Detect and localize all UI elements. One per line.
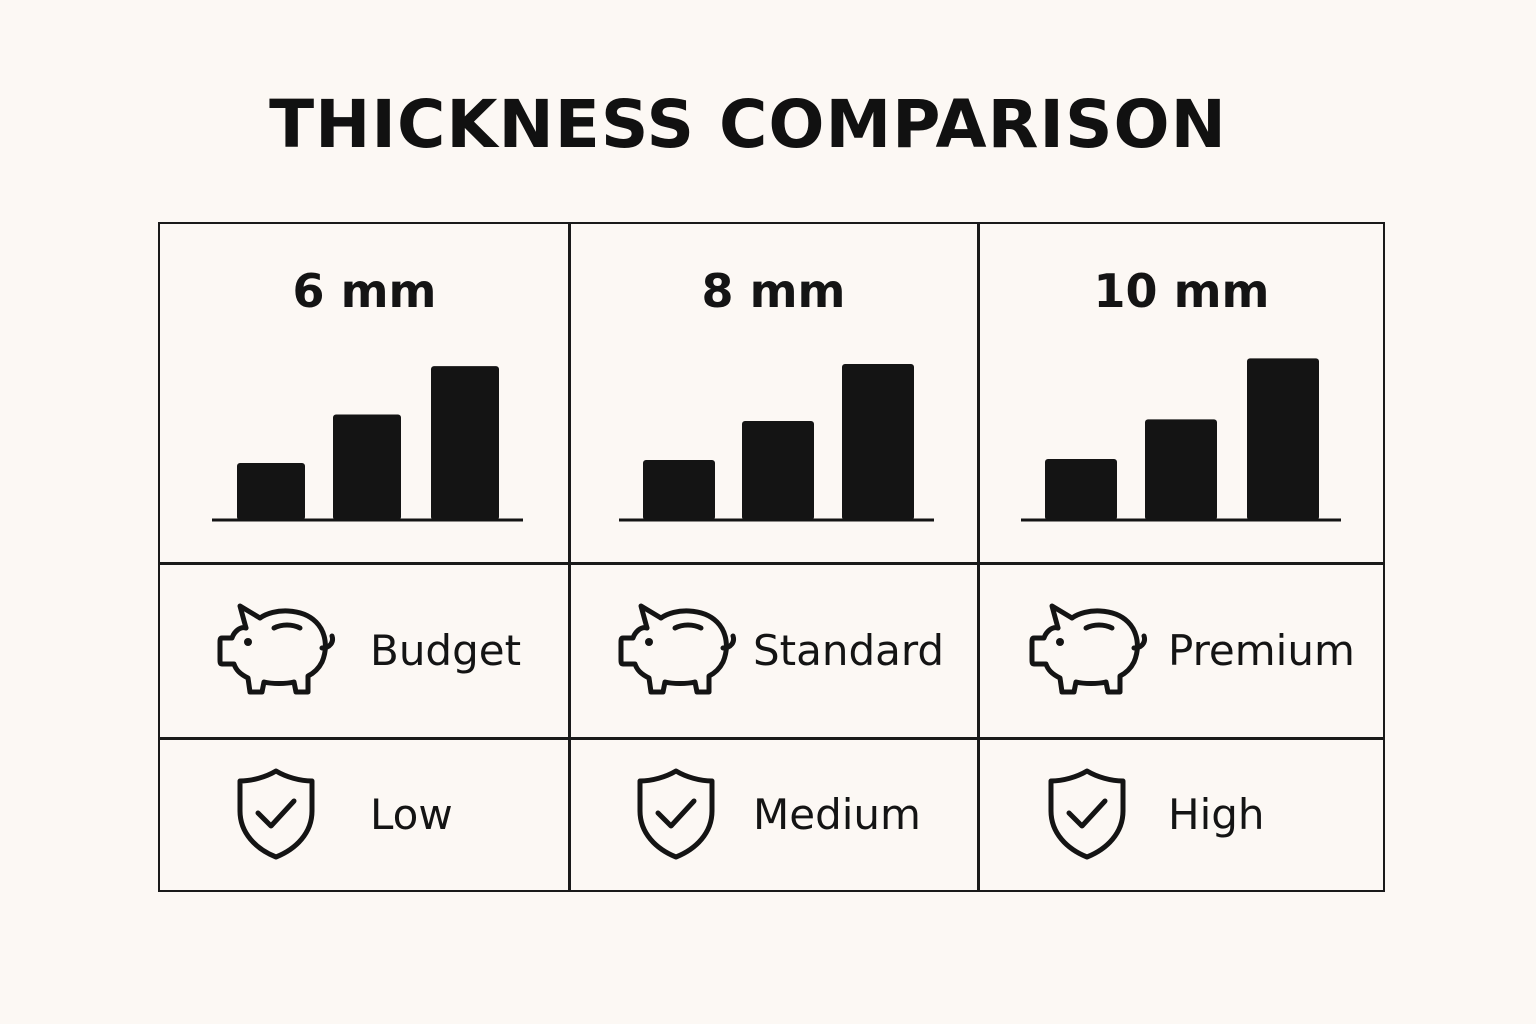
thickness-cell-10mm: 10 mm xyxy=(979,224,1384,562)
column-divider xyxy=(568,224,571,890)
piggy-bank-icon xyxy=(1028,598,1152,700)
column-divider xyxy=(977,224,980,890)
thickness-bars-chart xyxy=(1021,358,1341,522)
thickness-bar xyxy=(1145,419,1217,520)
thickness-bar xyxy=(1045,459,1117,520)
protection-cell-low: Low xyxy=(160,739,569,894)
piggy-bank-icon xyxy=(617,598,741,700)
thickness-bar xyxy=(742,421,814,520)
price-tier-label: Premium xyxy=(1168,626,1355,675)
thickness-bar xyxy=(237,463,305,520)
protection-cell-high: High xyxy=(979,739,1384,894)
price-cell-standard: Standard xyxy=(570,564,977,737)
thickness-label: 8 mm xyxy=(701,264,846,318)
shield-check-icon xyxy=(636,767,716,861)
protection-label: High xyxy=(1168,790,1265,839)
price-tier-label: Standard xyxy=(753,626,945,675)
thickness-bar xyxy=(842,364,914,520)
thickness-bar xyxy=(643,460,715,520)
protection-label: Medium xyxy=(753,790,921,839)
shield-check-icon xyxy=(1047,767,1127,861)
thickness-bars-chart xyxy=(212,366,523,522)
thickness-bars-chart xyxy=(619,364,934,522)
protection-label: Low xyxy=(370,790,453,839)
piggy-bank-icon xyxy=(216,598,340,700)
protection-cell-medium: Medium xyxy=(570,739,977,894)
thickness-cell-8mm: 8 mm xyxy=(570,224,977,562)
thickness-bar xyxy=(1247,358,1319,520)
price-cell-premium: Premium xyxy=(979,564,1384,737)
price-tier-label: Budget xyxy=(370,626,522,675)
shield-check-icon xyxy=(236,767,316,861)
thickness-label: 10 mm xyxy=(1093,264,1270,318)
thickness-label: 6 mm xyxy=(292,264,437,318)
price-cell-budget: Budget xyxy=(160,564,569,737)
thickness-cell-6mm: 6 mm xyxy=(160,224,569,562)
page-title: THICKNESS COMPARISON xyxy=(269,86,1227,163)
thickness-bar xyxy=(333,414,401,520)
row-divider xyxy=(160,562,1383,565)
row-divider xyxy=(160,737,1383,740)
thickness-bar xyxy=(431,366,499,520)
comparison-table: 6 mm Budget Low 8 mm Standard Medium 10 … xyxy=(158,222,1385,892)
